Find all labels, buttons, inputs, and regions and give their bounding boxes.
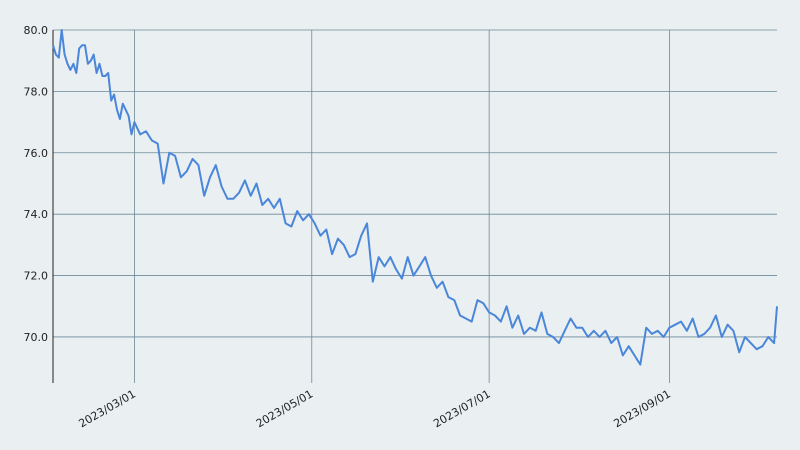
y-tick-label: 70.0 — [24, 331, 49, 344]
y-tick-label: 74.0 — [24, 208, 49, 221]
series-line — [52, 29, 778, 366]
y-tick-label: 78.0 — [24, 85, 49, 98]
x-axis-tick-labels: 2023/03/01 2023/05/01 2023/07/01 2023/09/01 — [77, 387, 673, 430]
x-tick-label: 2023/09/01 — [612, 387, 673, 430]
x-tick-label: 2023/05/01 — [254, 387, 315, 430]
y-axis-tick-labels: 70.0 72.0 74.0 76.0 78.0 80.0 — [24, 24, 49, 344]
horizontal-gridlines — [53, 29, 777, 338]
y-tick-label: 72.0 — [24, 270, 49, 283]
x-tick-label: 2023/03/01 — [77, 387, 138, 430]
vertical-gridlines — [134, 30, 670, 383]
y-tick-label: 80.0 — [24, 24, 49, 37]
y-tick-label: 76.0 — [24, 147, 49, 160]
x-tick-label: 2023/07/01 — [431, 387, 492, 430]
